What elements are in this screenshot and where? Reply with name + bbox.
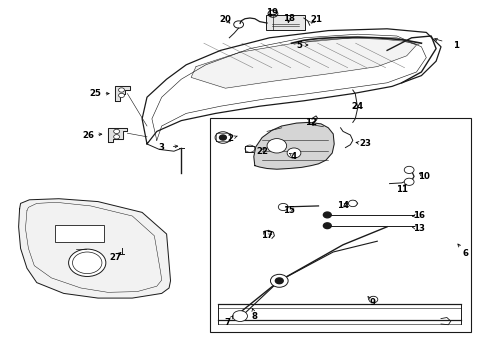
Circle shape [275, 278, 283, 284]
Polygon shape [108, 128, 127, 142]
Text: 4: 4 [291, 152, 297, 161]
Circle shape [114, 129, 120, 134]
Circle shape [119, 88, 124, 92]
Text: 17: 17 [261, 231, 273, 240]
Circle shape [404, 178, 414, 185]
Text: 12: 12 [305, 118, 317, 127]
Text: 26: 26 [82, 130, 94, 139]
Circle shape [73, 252, 102, 274]
Text: 3: 3 [159, 143, 165, 152]
Circle shape [220, 135, 226, 140]
Text: 15: 15 [283, 206, 295, 215]
Polygon shape [254, 122, 334, 169]
Text: 22: 22 [256, 147, 268, 156]
Text: 14: 14 [337, 201, 349, 210]
FancyBboxPatch shape [210, 118, 471, 332]
Circle shape [287, 148, 301, 158]
Circle shape [278, 203, 288, 211]
Text: 5: 5 [296, 40, 302, 49]
Circle shape [323, 212, 331, 218]
Circle shape [267, 139, 287, 153]
Text: 1: 1 [453, 40, 459, 49]
Polygon shape [19, 199, 171, 298]
FancyBboxPatch shape [266, 15, 305, 30]
Polygon shape [191, 38, 416, 88]
Circle shape [404, 166, 414, 174]
Text: 21: 21 [310, 15, 322, 24]
Circle shape [348, 200, 357, 207]
Text: 2: 2 [227, 134, 233, 143]
Text: 10: 10 [418, 172, 430, 181]
Text: 19: 19 [266, 8, 278, 17]
Text: 7: 7 [225, 318, 231, 327]
Circle shape [119, 93, 124, 98]
Circle shape [69, 249, 106, 276]
Text: 18: 18 [283, 14, 295, 23]
Polygon shape [115, 86, 130, 101]
Circle shape [114, 135, 120, 139]
Text: 6: 6 [463, 249, 468, 258]
Text: 8: 8 [252, 312, 258, 321]
Circle shape [369, 296, 378, 303]
Text: 16: 16 [413, 211, 425, 220]
FancyBboxPatch shape [55, 225, 104, 242]
Circle shape [323, 223, 331, 229]
Text: 9: 9 [369, 298, 375, 307]
Circle shape [233, 311, 247, 321]
Text: 23: 23 [359, 139, 371, 148]
Circle shape [270, 274, 288, 287]
Text: 27: 27 [109, 253, 121, 262]
Text: 24: 24 [352, 102, 364, 111]
Text: 11: 11 [396, 184, 408, 194]
Text: 25: 25 [90, 89, 101, 98]
Text: 13: 13 [413, 224, 425, 233]
Text: 20: 20 [220, 15, 231, 24]
